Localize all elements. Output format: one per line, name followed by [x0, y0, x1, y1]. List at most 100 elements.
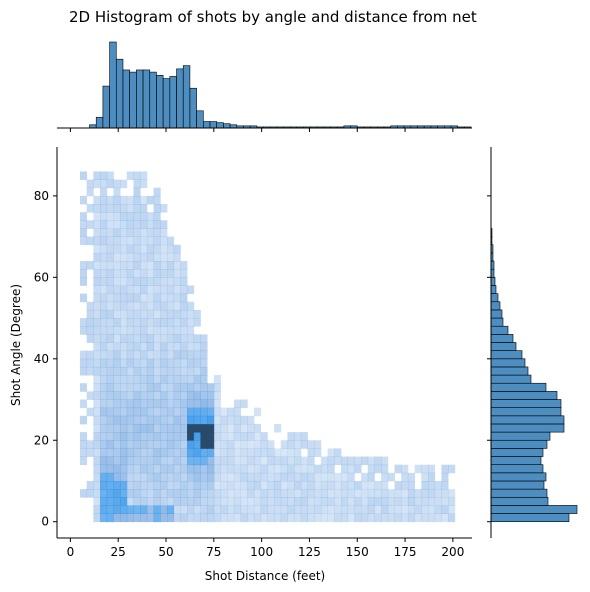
marginal-y-bar	[490, 382, 547, 392]
y-tick-label: 60	[34, 270, 49, 284]
heatmap-cell	[320, 472, 329, 482]
heatmap-cell	[193, 383, 201, 392]
heatmap-cell	[260, 464, 268, 474]
heatmap-cell	[173, 285, 181, 295]
heatmap-cell	[180, 472, 188, 482]
heatmap-cell	[207, 399, 215, 409]
heatmap-cell	[227, 513, 235, 523]
heatmap-cell	[193, 375, 201, 384]
heatmap-cell	[126, 480, 134, 490]
heatmap-cell	[100, 187, 108, 197]
heatmap-cell	[146, 301, 154, 311]
heatmap-cell	[173, 513, 181, 523]
heatmap-cell	[401, 480, 409, 490]
heatmap-cell	[146, 497, 154, 506]
heatmap-cell	[220, 448, 228, 457]
heatmap-cell	[126, 309, 134, 319]
heatmap-cell	[106, 497, 114, 506]
heatmap-cell	[93, 171, 101, 180]
heatmap-cell	[146, 480, 154, 490]
heatmap-cell	[187, 375, 195, 384]
marginal-y-bar	[490, 505, 578, 514]
heatmap-cell	[133, 407, 141, 417]
heatmap-cell	[274, 505, 282, 514]
heatmap-cell	[146, 391, 154, 400]
heatmap-cell	[421, 513, 429, 523]
heatmap-cell	[361, 489, 369, 498]
heatmap-cell	[374, 505, 382, 514]
heatmap-cell	[166, 448, 175, 457]
heatmap-cell	[387, 513, 395, 523]
heatmap-cell	[160, 497, 168, 506]
heatmap-cell	[334, 497, 342, 506]
marginal-y-bar	[490, 285, 497, 294]
heatmap-cell	[253, 448, 262, 457]
heatmap-cell	[267, 472, 275, 482]
heatmap-cell	[407, 505, 416, 514]
heatmap-cell	[160, 204, 168, 213]
heatmap-cell	[160, 277, 168, 286]
heatmap-cell	[113, 236, 121, 246]
heatmap-cell	[113, 440, 121, 449]
heatmap-cell	[160, 375, 168, 384]
heatmap-cell	[153, 432, 161, 441]
heatmap-cell	[100, 309, 108, 319]
heatmap-cell	[160, 350, 168, 360]
heatmap-cell	[200, 415, 208, 425]
heatmap-cell	[166, 432, 175, 441]
heatmap-cell	[220, 456, 228, 466]
heatmap-cell	[106, 472, 114, 482]
heatmap-cell	[240, 399, 248, 409]
heatmap-cell	[93, 228, 101, 238]
heatmap-cell	[153, 301, 161, 311]
heatmap-cell	[86, 204, 94, 213]
heatmap-cell	[207, 432, 215, 441]
marginal-y-bar	[490, 448, 544, 457]
heatmap-cell	[140, 497, 148, 506]
heatmap-cell	[140, 366, 148, 376]
heatmap-cell	[394, 480, 402, 490]
heatmap-cell	[120, 391, 128, 400]
heatmap-cell	[274, 513, 282, 523]
heatmap-cell	[133, 456, 141, 466]
heatmap-cell	[106, 423, 114, 433]
heatmap-cell	[300, 432, 308, 441]
heatmap-cell	[86, 187, 94, 197]
heatmap-cell	[120, 293, 128, 303]
heatmap-cell	[341, 497, 349, 506]
heatmap-cell	[294, 513, 302, 523]
heatmap-cell	[113, 358, 121, 368]
heatmap-cell	[207, 489, 215, 498]
heatmap-cell	[93, 383, 101, 392]
heatmap-cell	[253, 432, 262, 441]
heatmap-cell	[240, 415, 248, 425]
heatmap-cell	[140, 415, 148, 425]
marginal-y-bar	[490, 480, 545, 490]
heatmap-cell	[120, 179, 128, 189]
heatmap-cell	[240, 497, 248, 506]
heatmap-cell	[146, 358, 154, 368]
heatmap-cell	[146, 399, 154, 409]
heatmap-cell	[106, 440, 114, 449]
heatmap-cell	[166, 318, 175, 327]
heatmap-cell	[133, 187, 141, 197]
heatmap-cell	[153, 220, 161, 229]
heatmap-cell	[414, 497, 422, 506]
heatmap-cell	[160, 513, 168, 523]
heatmap-cell	[140, 383, 148, 392]
heatmap-cell	[448, 464, 456, 474]
heatmap-cell	[173, 399, 181, 409]
heatmap-cell	[146, 375, 154, 384]
heatmap-cell	[180, 448, 188, 457]
heatmap-cell	[140, 179, 148, 189]
heatmap-cell	[347, 505, 355, 514]
heatmap-cell	[434, 489, 442, 498]
heatmap-cell	[140, 391, 148, 400]
heatmap-cell	[153, 472, 161, 482]
heatmap-cell	[113, 423, 121, 433]
heatmap-cell	[120, 244, 128, 254]
heatmap-cell	[160, 505, 168, 514]
heatmap-cell	[166, 366, 175, 376]
heatmap-cell	[140, 301, 148, 311]
heatmap-cell	[307, 497, 315, 506]
